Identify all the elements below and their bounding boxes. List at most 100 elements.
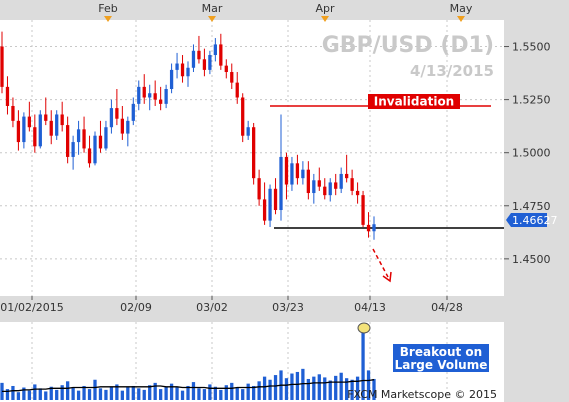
- candle-body: [82, 129, 86, 149]
- candle-body: [104, 127, 108, 149]
- month-markers: Feb Mar Apr May: [98, 2, 473, 22]
- candle-body: [323, 186, 327, 196]
- candle-body: [5, 86, 10, 106]
- candle-body: [142, 86, 146, 98]
- candle-body: [262, 199, 267, 221]
- volume-bar: [339, 372, 343, 400]
- volume-bar: [153, 382, 157, 400]
- date-axis: 01/02/2015 02/09 03/02 03/23 04/13 04/28: [0, 296, 463, 314]
- candle-body: [71, 142, 75, 157]
- current-price-tag: 1.46627: [506, 213, 558, 227]
- candle-body: [120, 118, 124, 134]
- volume-bar: [27, 390, 31, 400]
- volume-bar: [93, 379, 97, 400]
- date-axis-band: [0, 296, 504, 316]
- volume-bar: [66, 381, 70, 400]
- date-tick-label: 01/02/2015: [0, 301, 63, 314]
- volume-bar: [191, 382, 196, 400]
- candle-body: [22, 116, 26, 143]
- current-price-label: 1.46627: [512, 214, 558, 227]
- volume-bar: [334, 375, 338, 400]
- volume-bar: [295, 371, 300, 400]
- candle-body: [334, 182, 338, 189]
- volume-bar: [230, 382, 234, 400]
- candle-body: [284, 156, 289, 185]
- panel-separator: [0, 316, 569, 322]
- projection-arrow-line: [372, 248, 389, 278]
- volume-bar: [22, 387, 26, 400]
- candle-body: [241, 97, 245, 136]
- volume-bar: [175, 387, 179, 400]
- breakout-volume-marker: [357, 322, 371, 334]
- price-tick-label: 1.4750: [512, 200, 551, 213]
- candle-body: [350, 178, 354, 191]
- volume-bar: [11, 385, 15, 400]
- volume-bar: [372, 378, 376, 400]
- candle-body: [169, 69, 174, 89]
- candle-body: [219, 44, 223, 66]
- volume-bar: [252, 385, 256, 400]
- volume-bar: [142, 389, 146, 400]
- candle-body: [224, 65, 228, 73]
- right-axis-band: [504, 0, 569, 402]
- candle-body: [44, 114, 48, 121]
- candle-body: [208, 55, 212, 70]
- candle-body: [115, 108, 119, 119]
- volume-bar: [159, 389, 163, 400]
- candle-body: [317, 180, 321, 187]
- volume-bar: [115, 384, 119, 400]
- candle-body: [355, 190, 360, 196]
- volume-bar: [104, 389, 108, 400]
- candle-body: [295, 163, 300, 179]
- price-tag-shape: [506, 213, 547, 227]
- volume-bar: [169, 383, 174, 400]
- candle-body: [252, 127, 256, 179]
- month-label: Apr: [315, 2, 335, 15]
- volume-annotation-box: [393, 344, 489, 372]
- candle-body: [273, 188, 278, 211]
- volume-bar: [44, 391, 48, 400]
- candle-body: [180, 63, 185, 77]
- month-marker: [457, 16, 465, 22]
- candle-body: [230, 72, 234, 83]
- volume-bar: [262, 376, 267, 400]
- candle-body: [11, 105, 15, 121]
- volume-moving-average: [2, 379, 375, 393]
- candle-body: [16, 120, 21, 143]
- volume-bar: [301, 368, 305, 400]
- candle-body: [38, 114, 42, 147]
- volume-bar: [71, 387, 75, 400]
- candle-body: [306, 169, 310, 194]
- candle-body: [268, 188, 272, 221]
- candle-body: [197, 50, 201, 60]
- candle-body: [60, 114, 64, 126]
- volume-bar: [273, 375, 278, 400]
- candles: [0, 31, 376, 240]
- volume-bar: [323, 377, 327, 400]
- volume-bar: [38, 388, 42, 400]
- candle-body: [345, 173, 349, 179]
- volume-bar: [241, 389, 245, 400]
- candle-body: [372, 224, 376, 232]
- candle-body: [148, 93, 152, 98]
- volume-bar: [345, 378, 349, 400]
- volume-bar: [306, 378, 310, 400]
- volume-bar: [219, 389, 223, 400]
- candle-body: [159, 99, 163, 104]
- watermark: GBP/USD (D1) 4/13/2015: [322, 33, 494, 80]
- candle-body: [202, 59, 207, 70]
- volume-bar: [126, 387, 130, 400]
- candle-body: [301, 169, 305, 179]
- date-tick-label: 03/02: [196, 301, 228, 314]
- month-label: Mar: [202, 2, 223, 15]
- volume-bar: [355, 376, 360, 400]
- candle-body: [312, 180, 316, 194]
- volume-annotation-line1: Breakout on: [400, 345, 482, 359]
- volume-bar: [246, 383, 250, 400]
- candle-body: [153, 93, 157, 100]
- volume-bar: [208, 384, 212, 400]
- volume-bar: [120, 390, 124, 400]
- volume-bar: [49, 386, 53, 400]
- volume-bar: [5, 389, 10, 400]
- volume-bar: [224, 385, 228, 400]
